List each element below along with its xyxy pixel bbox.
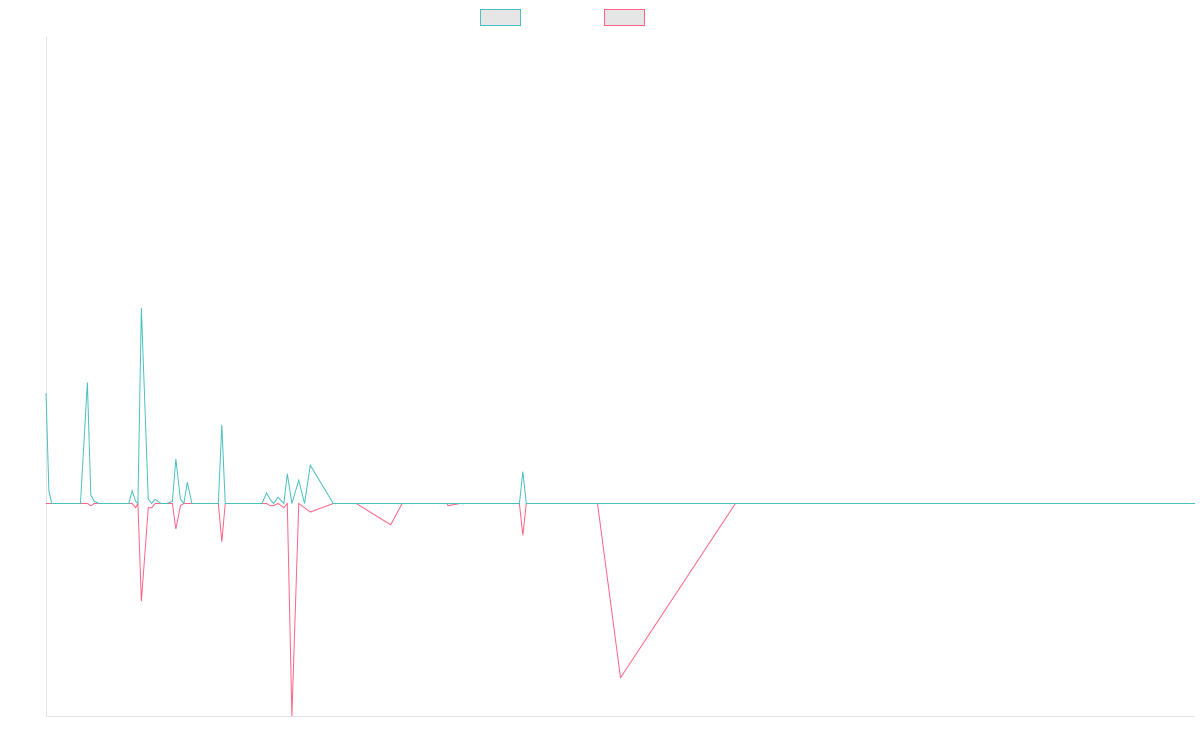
series-line-1: [45, 307, 1195, 505]
series-line-2: [46, 501, 1195, 717]
plot-area: [45, 307, 1195, 717]
legend-swatch-series-2[interactable]: [604, 9, 645, 26]
legend[interactable]: [480, 9, 645, 26]
legend-swatch-series-1[interactable]: [480, 9, 521, 26]
